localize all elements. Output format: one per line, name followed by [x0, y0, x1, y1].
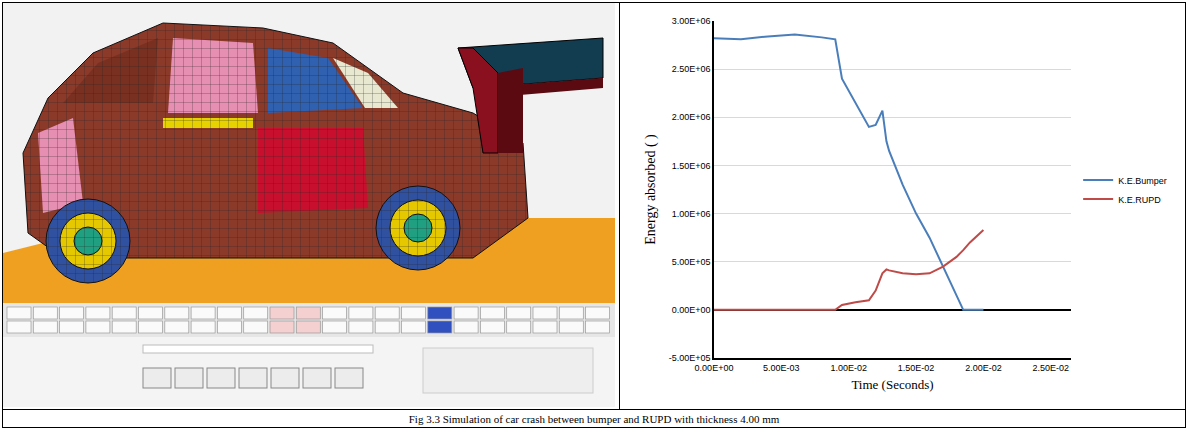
html-text:Fig 3.3 Simulation of car cras: Fig 3.3 Simulation of car crash between …	[408, 413, 780, 425]
svg-text:Energy absorbed ( ): Energy absorbed ( )	[643, 134, 659, 245]
svg-text:2.00E-02: 2.00E-02	[965, 363, 1002, 373]
svg-text:2.50E+06: 2.50E+06	[672, 64, 711, 74]
svg-text:K.E.Bumper: K.E.Bumper	[1118, 176, 1167, 186]
svg-text:-5.00E+05: -5.00E+05	[669, 353, 711, 363]
svg-text:2.50E-02: 2.50E-02	[1033, 363, 1070, 373]
svg-text:5.00E+05: 5.00E+05	[672, 257, 711, 267]
svg-text:0.00E+00: 0.00E+00	[695, 363, 734, 373]
svg-text:1.00E-02: 1.00E-02	[830, 363, 867, 373]
svg-text:1.00E+06: 1.00E+06	[672, 209, 711, 219]
svg-text:Time (Seconds): Time (Seconds)	[851, 377, 933, 392]
svg-text:1.50E-02: 1.50E-02	[898, 363, 935, 373]
svg-text:K.E.RUPD: K.E.RUPD	[1118, 195, 1161, 205]
svg-text:0.00E+00: 0.00E+00	[672, 305, 711, 315]
svg-text:3.00E+06: 3.00E+06	[672, 16, 711, 26]
svg-text:5.00E-03: 5.00E-03	[763, 363, 800, 373]
svg-text:2.00E+06: 2.00E+06	[672, 112, 711, 122]
svg-text:1.50E+06: 1.50E+06	[672, 161, 711, 171]
